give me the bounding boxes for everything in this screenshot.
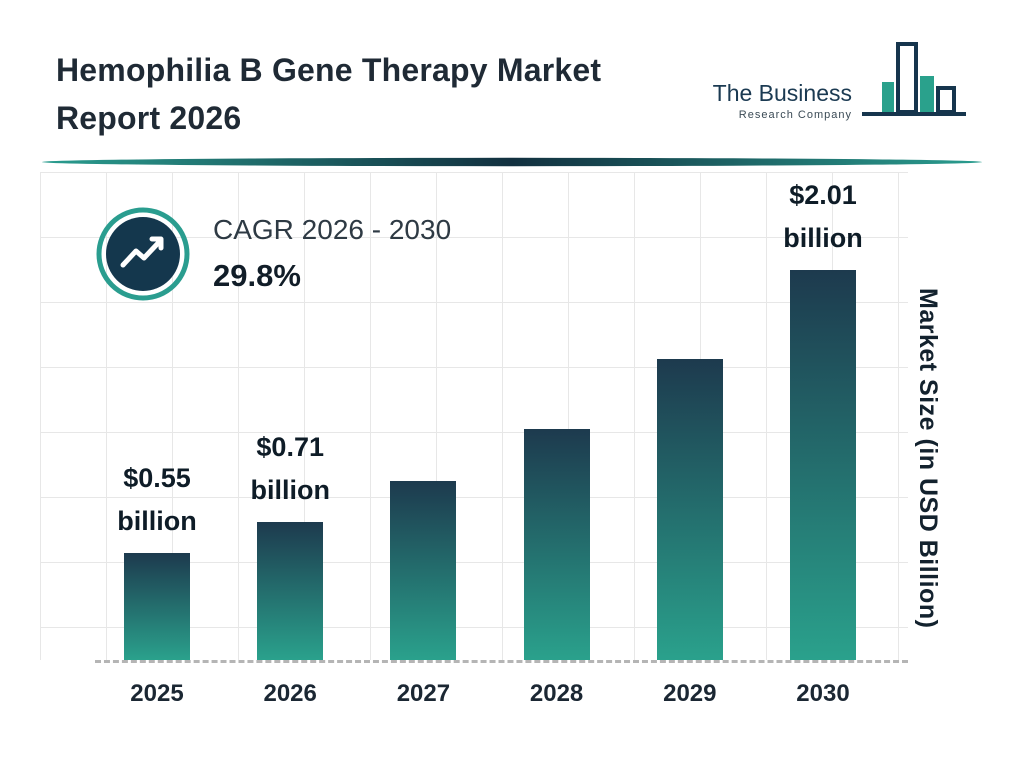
y-axis-title: Market Size (in USD Billion) xyxy=(914,288,942,629)
company-logo: The Business Research Company xyxy=(713,38,966,123)
page-title-line2: Report 2026 xyxy=(56,100,242,136)
page-title-line1: Hemophilia B Gene Therapy Market xyxy=(56,52,602,88)
bar-rect xyxy=(523,429,590,660)
x-axis-label: 2026 xyxy=(263,680,317,707)
bar-2028 xyxy=(523,429,590,660)
x-axis-label: 2028 xyxy=(529,680,584,707)
bar-2029 xyxy=(656,359,723,660)
logo-text: The Business Research Company xyxy=(713,80,852,121)
logo-bars-icon xyxy=(862,38,966,123)
bar-rect xyxy=(124,553,190,660)
x-axis-label: 2030 xyxy=(796,680,850,707)
cagr-texts: CAGR 2026 - 2030 29.8% xyxy=(213,206,451,294)
cagr-value: 29.8% xyxy=(213,258,301,293)
cagr-label: CAGR 2026 - 2030 xyxy=(213,214,452,245)
logo-name: The Business xyxy=(712,80,852,106)
bar-rect xyxy=(390,481,457,660)
bar-2026: $0.71 billion xyxy=(250,426,330,660)
trend-up-icon xyxy=(95,206,191,307)
x-axis-label: 2025 xyxy=(130,680,184,707)
x-axis-label: 2027 xyxy=(396,680,451,707)
logo-subtitle: Research Company xyxy=(738,109,852,121)
bar-value-label: $0.55 billion xyxy=(117,462,197,536)
bar-2027 xyxy=(390,481,457,660)
bar-value-label: $0.71 billion xyxy=(250,431,330,505)
bar-value-label: $2.01 billion xyxy=(783,179,863,253)
page-title: Hemophilia B Gene Therapy Market Report … xyxy=(56,46,601,142)
bar-rect xyxy=(257,522,324,660)
bar-rect xyxy=(656,359,723,660)
x-axis-baseline xyxy=(95,660,908,663)
x-axis-label: 2029 xyxy=(663,680,717,707)
bar-rect xyxy=(790,270,856,660)
divider-line xyxy=(40,155,984,167)
bar-2030: $2.01 billion xyxy=(783,174,863,660)
bar-2025: $0.55 billion xyxy=(117,457,197,660)
cagr-block: CAGR 2026 - 2030 29.8% xyxy=(95,206,451,307)
